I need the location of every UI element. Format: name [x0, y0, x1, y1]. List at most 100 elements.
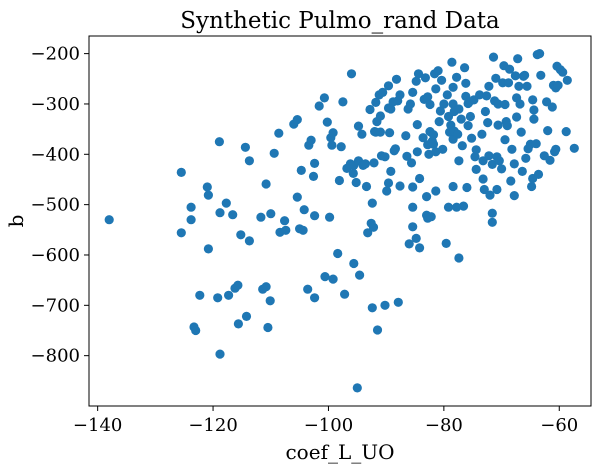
data-point: [310, 158, 320, 168]
data-point: [448, 82, 458, 92]
data-point: [431, 186, 441, 196]
data-point: [454, 253, 464, 263]
data-point: [261, 282, 271, 292]
data-point: [431, 147, 441, 157]
data-point: [328, 274, 338, 284]
data-point: [241, 311, 252, 321]
y-tick-label: −600: [31, 245, 80, 266]
data-point: [412, 147, 422, 157]
data-point: [390, 144, 400, 154]
data-point: [375, 127, 385, 137]
data-point: [491, 73, 501, 83]
data-point: [433, 66, 443, 76]
data-point: [514, 81, 524, 91]
data-point: [475, 90, 485, 100]
data-point: [553, 80, 563, 90]
data-point: [191, 325, 201, 336]
data-point: [509, 191, 519, 201]
data-point: [383, 178, 394, 188]
data-point: [477, 129, 487, 139]
data-point: [406, 158, 417, 168]
y-tick-label: −200: [31, 44, 80, 65]
data-point: [452, 202, 462, 212]
data-point: [351, 177, 361, 188]
data-point: [340, 289, 350, 299]
data-point: [480, 106, 490, 117]
data-point: [441, 238, 451, 248]
data-point: [236, 230, 246, 240]
data-point: [562, 75, 572, 85]
data-point: [367, 198, 377, 208]
data-point: [505, 64, 515, 74]
data-point: [365, 104, 375, 115]
data-point: [408, 202, 418, 212]
x-tick-label: −100: [304, 415, 353, 436]
data-point: [487, 217, 497, 227]
data-point: [346, 69, 357, 79]
data-point: [371, 97, 381, 107]
data-point: [404, 239, 414, 249]
data-point: [240, 142, 250, 152]
data-point: [558, 67, 568, 77]
data-point: [543, 126, 553, 136]
data-point: [482, 91, 492, 101]
data-point: [386, 166, 396, 176]
data-point: [292, 192, 302, 202]
data-point: [266, 209, 276, 219]
data-point: [298, 225, 308, 235]
data-point: [522, 81, 532, 91]
data-point: [256, 212, 266, 222]
data-point: [413, 69, 424, 79]
data-point: [334, 175, 344, 186]
y-tick-label: −300: [31, 94, 80, 115]
y-axis-label: b: [4, 215, 28, 228]
data-point: [412, 120, 422, 130]
data-point: [488, 52, 499, 62]
data-point: [355, 270, 365, 280]
data-point: [520, 70, 530, 80]
data-point: [215, 349, 225, 359]
data-point: [349, 258, 359, 269]
data-point: [457, 141, 467, 151]
data-point: [533, 169, 544, 179]
data-point: [463, 121, 473, 131]
data-point: [215, 208, 225, 218]
data-point: [391, 74, 402, 84]
data-point: [485, 190, 495, 200]
data-point: [186, 202, 196, 212]
data-point: [320, 272, 330, 282]
y-tick-label: −800: [31, 346, 80, 367]
data-point: [401, 131, 411, 141]
data-point: [448, 181, 458, 192]
data-point: [310, 211, 320, 221]
data-point: [348, 168, 358, 178]
data-point: [378, 87, 388, 97]
data-point: [415, 243, 425, 253]
data-point: [269, 148, 279, 158]
data-point: [299, 205, 309, 215]
data-point: [363, 228, 373, 238]
data-point: [511, 112, 522, 122]
y-tick-label: −400: [31, 144, 80, 165]
data-point: [333, 248, 343, 259]
data-point: [483, 118, 493, 128]
data-point: [244, 236, 254, 246]
data-point: [507, 144, 517, 154]
data-point: [202, 182, 212, 192]
data-point: [493, 120, 503, 130]
data-point: [513, 54, 523, 64]
plot-area-frame: [88, 35, 592, 407]
data-point: [411, 76, 421, 86]
data-point: [493, 99, 503, 109]
data-point: [367, 303, 377, 313]
x-tick-label: −140: [73, 415, 122, 436]
data-point: [492, 184, 502, 195]
data-point: [500, 99, 510, 110]
data-point: [503, 78, 514, 88]
data-point: [308, 171, 319, 181]
data-point: [434, 117, 444, 127]
data-point: [418, 133, 428, 143]
data-point: [380, 152, 390, 162]
data-point: [186, 215, 196, 225]
